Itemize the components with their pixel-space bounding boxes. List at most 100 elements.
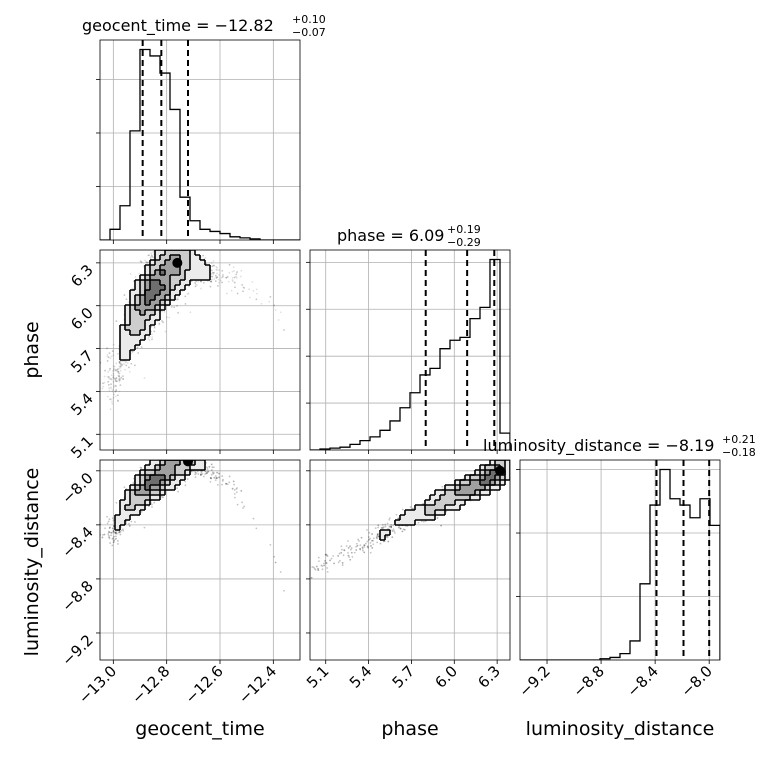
sample-point (255, 527, 258, 530)
sample-point (109, 398, 112, 401)
sample-point (183, 456, 185, 458)
sample-point (351, 556, 354, 558)
sample-point (122, 377, 124, 380)
sample-point (359, 547, 362, 550)
density-cell (125, 325, 131, 331)
sample-point (204, 470, 207, 473)
sample-point (401, 530, 404, 533)
sample-point (190, 458, 192, 460)
sample-point (107, 376, 110, 378)
sample-point (355, 549, 358, 551)
sample-point (112, 388, 115, 391)
sample-point (187, 451, 189, 453)
density-cell (130, 315, 136, 321)
density-cell (150, 320, 156, 326)
density-cell (150, 270, 156, 276)
density-cell (140, 310, 146, 316)
sample-point (242, 290, 244, 293)
sample-point (411, 507, 414, 510)
sample-point (241, 284, 244, 286)
sample-point (163, 454, 165, 456)
sample-point (359, 544, 362, 547)
sample-point (181, 453, 183, 455)
density-cell (165, 270, 171, 276)
sample-point (178, 452, 180, 454)
density-cell (455, 485, 461, 491)
sample-point (176, 237, 178, 239)
sample-point (382, 526, 385, 528)
sample-point (360, 536, 363, 539)
sample-point (168, 457, 170, 459)
sample-point (187, 243, 189, 245)
sample-point (187, 292, 190, 295)
sample-point (118, 531, 121, 534)
sample-point (151, 338, 153, 341)
sample-point (387, 540, 390, 543)
density-cell (485, 465, 491, 471)
sample-point (243, 287, 246, 289)
sample-point (340, 545, 343, 548)
sample-point (358, 540, 360, 542)
sample-point (326, 567, 329, 569)
sample-point (180, 230, 182, 232)
sample-point (108, 527, 111, 529)
sample-point (377, 526, 380, 529)
sample-point (360, 536, 363, 539)
sample-point (178, 295, 180, 298)
panel-title-luminosity-distance: luminosity_distance = −8.19 +0.21 −0.18 (483, 433, 756, 459)
sample-point (176, 487, 178, 489)
sample-point (387, 527, 389, 530)
sample-point (239, 275, 242, 278)
sample-point (192, 226, 194, 228)
sample-point (117, 400, 119, 402)
sample-point (108, 527, 111, 529)
density-cell (505, 460, 510, 466)
sample-point (296, 580, 298, 582)
sample-point (112, 529, 115, 532)
sample-point (221, 475, 224, 477)
sample-point (371, 547, 374, 549)
sample-point (143, 526, 146, 529)
density-cell (130, 325, 136, 331)
density-cell (380, 535, 386, 541)
sample-point (310, 576, 313, 579)
sample-point (111, 527, 114, 530)
sample-point (222, 274, 224, 276)
sample-point (385, 535, 388, 538)
sample-point (213, 476, 216, 479)
sample-point (234, 496, 236, 499)
ylabel-phase: phase (21, 321, 43, 378)
sample-point (177, 243, 179, 245)
sample-point (167, 241, 169, 243)
sample-point (371, 533, 373, 535)
density-cell (490, 485, 496, 491)
sample-point (117, 370, 120, 373)
sample-point (112, 376, 115, 379)
sample-point (337, 561, 340, 564)
sample-point (195, 472, 198, 475)
sample-point (118, 530, 121, 533)
sample-point (186, 457, 188, 459)
sample-point (181, 453, 183, 455)
sample-point (119, 365, 122, 368)
sample-point (245, 600, 247, 602)
sample-point (180, 442, 182, 444)
sample-point (199, 455, 201, 457)
density-cell (145, 270, 151, 276)
density-cell (145, 295, 151, 301)
sample-point (184, 484, 187, 487)
sample-point (173, 231, 175, 233)
sample-point (140, 467, 143, 469)
panels: −9.2 −8.8 −8.4 −8.05.15.45.76.06.3−13.0 −12.… (58, 39, 721, 707)
density-cell (130, 310, 136, 316)
sample-point (347, 554, 350, 557)
sample-point (189, 456, 191, 458)
sample-point (268, 300, 271, 303)
sample-point (228, 481, 231, 484)
sample-point (401, 530, 404, 533)
density-cell (130, 330, 136, 336)
sample-point (393, 532, 396, 534)
sample-point (171, 451, 173, 453)
density-cell (145, 320, 151, 326)
sample-point (108, 527, 111, 529)
